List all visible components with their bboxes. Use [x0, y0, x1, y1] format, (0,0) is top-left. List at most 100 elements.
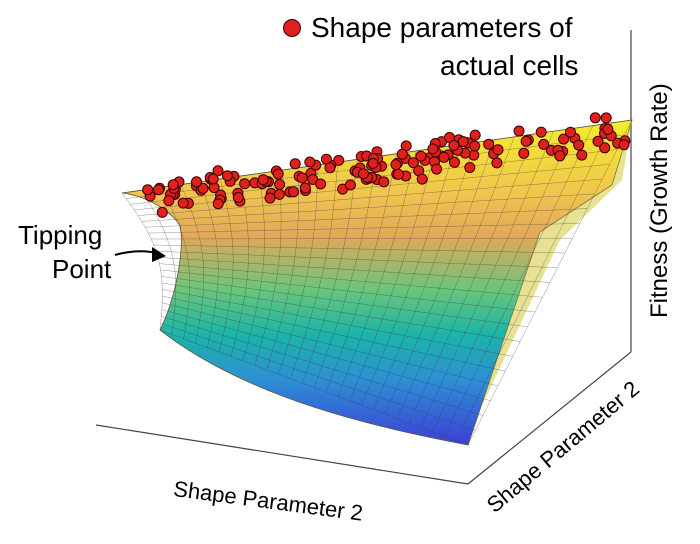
cell-data-point — [264, 192, 276, 204]
cell-data-point — [358, 168, 369, 180]
mesh-line — [153, 244, 565, 254]
cell-data-point — [469, 140, 481, 152]
cell-data-point — [491, 157, 503, 169]
tipping-point-label-line2: Point — [52, 254, 112, 284]
cell-data-point — [392, 168, 404, 180]
cell-data-point — [288, 186, 299, 198]
cell-data-point — [333, 154, 345, 166]
cell-data-point — [407, 157, 419, 169]
cell-data-point — [191, 176, 202, 188]
mesh-line — [162, 295, 506, 372]
cell-data-point — [600, 112, 612, 124]
cell-data-point — [520, 135, 532, 147]
cell-data-point — [576, 149, 588, 161]
cell-data-point — [197, 182, 209, 194]
mesh-line — [162, 302, 498, 387]
cell-data-point — [518, 147, 530, 159]
axis-frame — [95, 30, 632, 485]
cell-data-point — [324, 162, 336, 174]
cell-data-point — [177, 197, 189, 209]
mesh-line — [159, 329, 469, 446]
cell-data-point — [558, 133, 570, 145]
mesh-line — [151, 237, 573, 240]
cell-data-point — [221, 170, 233, 182]
mesh-line — [121, 192, 163, 331]
cell-data-point — [427, 143, 439, 155]
mesh-line — [145, 208, 588, 228]
cell-data-points — [142, 112, 631, 218]
cell-data-point — [273, 188, 285, 200]
cell-data-point — [513, 125, 525, 137]
cell-data-point — [239, 178, 251, 190]
x-axis-line — [95, 424, 469, 485]
cell-data-point — [554, 150, 566, 162]
mesh-line — [148, 223, 580, 234]
cell-data-point — [378, 176, 390, 188]
cell-data-point — [416, 173, 428, 185]
legend-label-line1: Shape parameters of — [311, 12, 573, 43]
legend: Shape parameters of — [283, 14, 573, 42]
mesh-line — [137, 178, 603, 216]
cell-data-point — [232, 192, 244, 203]
mesh-line — [161, 316, 483, 416]
cell-data-point — [212, 198, 224, 210]
cell-data-point — [431, 163, 443, 175]
cell-data-point — [299, 182, 311, 194]
legend-marker-icon — [283, 19, 301, 37]
cell-data-point — [483, 138, 495, 150]
cell-data-point — [153, 184, 164, 196]
mesh-line — [160, 269, 536, 313]
cell-data-point — [618, 139, 630, 151]
cell-data-point — [396, 148, 408, 160]
cell-data-point — [457, 136, 469, 148]
fitness-surface — [121, 119, 633, 446]
mesh-line — [141, 193, 595, 222]
cell-data-point — [212, 165, 224, 177]
mesh-line — [161, 309, 491, 401]
cell-data-point — [565, 126, 576, 138]
cell-data-point — [492, 144, 504, 156]
cell-data-point — [589, 112, 601, 124]
cell-data-point — [415, 150, 427, 162]
surface-mesh — [121, 119, 633, 446]
cell-data-point — [367, 157, 379, 169]
mesh-line — [161, 276, 528, 328]
cell-data-point — [464, 162, 476, 173]
cell-data-point — [599, 142, 611, 154]
cell-data-point — [315, 178, 327, 190]
cell-data-point — [538, 138, 550, 150]
cell-data-point — [304, 156, 316, 168]
cell-data-point — [156, 206, 168, 218]
cell-data-point — [535, 126, 547, 138]
z-axis-label: Fitness (Growth Rate) — [646, 83, 673, 318]
y-axis-line — [467, 351, 632, 485]
cell-data-point — [344, 179, 356, 191]
cell-data-point — [163, 195, 175, 207]
mesh-line — [157, 257, 551, 283]
cell-data-point — [272, 168, 284, 180]
cell-data-point — [448, 139, 460, 151]
cell-data-point — [289, 158, 301, 170]
tipping-point-arrow — [114, 247, 166, 262]
cell-data-point — [296, 172, 308, 184]
cell-data-point — [167, 179, 179, 191]
cell-data-point — [207, 173, 219, 185]
mesh-line — [159, 263, 543, 298]
cell-data-point — [449, 156, 460, 168]
mesh-line — [161, 282, 521, 342]
cell-data-point — [573, 139, 585, 151]
mesh-line — [162, 289, 513, 357]
cell-data-point — [592, 135, 604, 147]
cell-data-point — [257, 174, 269, 186]
cell-data-point — [142, 184, 154, 196]
cell-data-point — [274, 178, 286, 190]
cell-data-point — [469, 129, 481, 141]
cell-data-point — [602, 123, 614, 135]
tipping-point-label-line1: Tipping — [18, 220, 103, 250]
cell-data-point — [438, 151, 450, 163]
mesh-line — [155, 250, 558, 268]
mesh-line — [160, 322, 476, 431]
legend-label-line2: actual cells — [440, 50, 579, 81]
cell-data-point — [390, 159, 402, 171]
